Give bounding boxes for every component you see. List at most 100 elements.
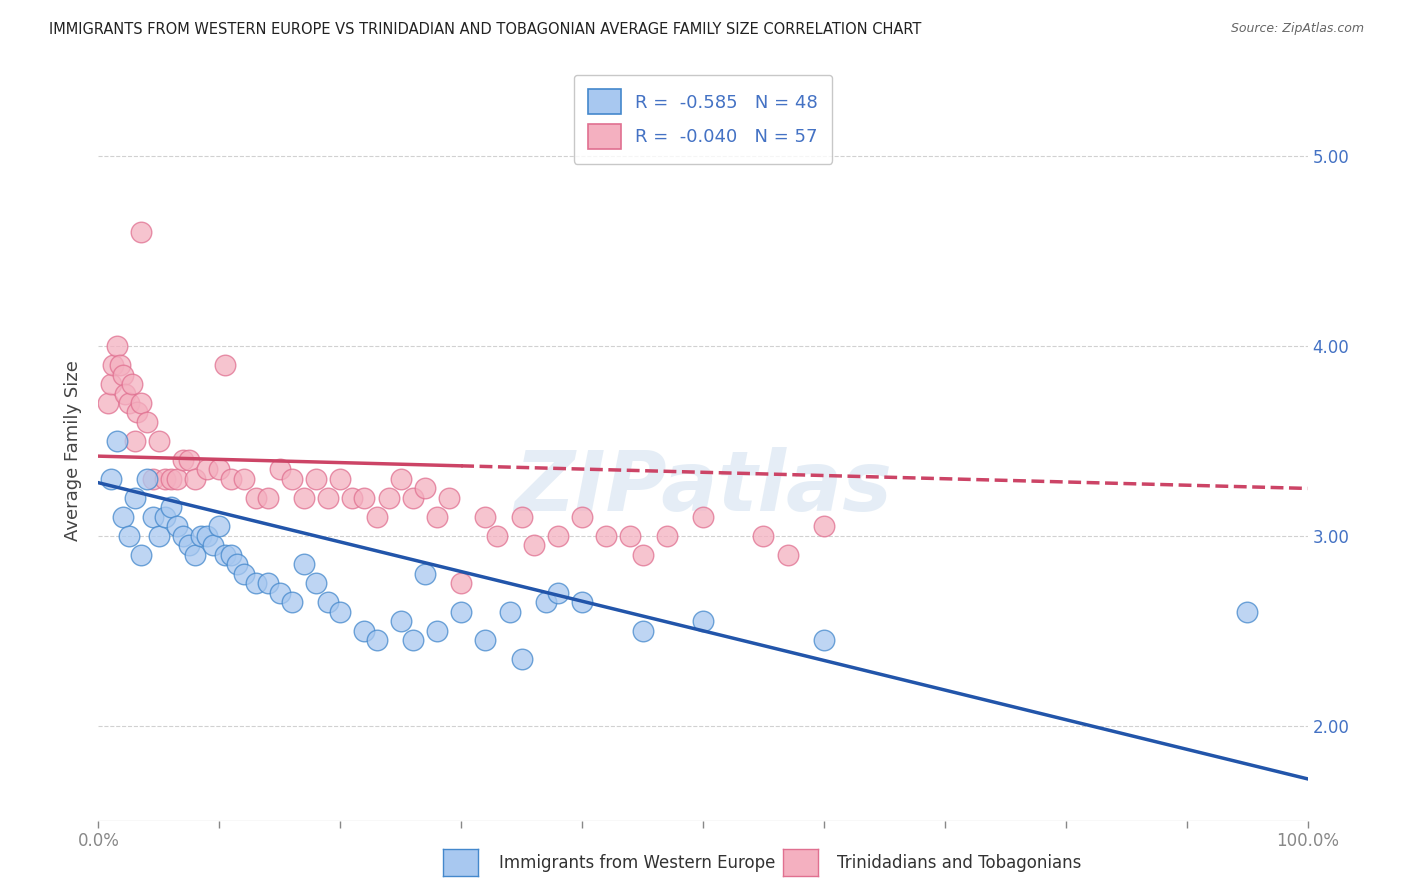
Point [269,586,291,600]
Point [523,538,546,552]
Point [366,509,388,524]
Point [486,529,509,543]
Text: ZIPatlas: ZIPatlas [515,447,891,528]
Text: Immigrants from Western Europe: Immigrants from Western Europe [499,855,776,872]
Point [1236,605,1258,619]
Point [179,538,201,552]
Point [135,472,157,486]
Point [450,605,472,619]
Point [142,509,165,524]
Point [124,491,146,505]
Point [413,566,436,581]
Point [121,377,143,392]
Point [329,605,352,619]
Point [426,624,449,638]
Point [498,605,520,619]
Point [184,548,207,562]
Point [105,434,128,448]
Point [389,615,412,629]
Point [619,529,641,543]
Point [281,472,304,486]
Text: Trinidadians and Tobagonians: Trinidadians and Tobagonians [837,855,1081,872]
Point [190,529,212,543]
Point [571,595,593,609]
Point [474,509,496,524]
Point [118,529,141,543]
Point [100,377,122,392]
Point [269,462,291,476]
Point [148,434,170,448]
Point [353,624,375,638]
Point [437,491,460,505]
Text: Source: ZipAtlas.com: Source: ZipAtlas.com [1230,22,1364,36]
Point [208,519,231,533]
Point [571,509,593,524]
Point [595,529,617,543]
Point [245,491,267,505]
Point [179,453,201,467]
Point [153,509,176,524]
Point [547,586,569,600]
Point [166,519,188,533]
Point [111,368,134,382]
Point [195,462,218,476]
Point [129,225,152,239]
Point [402,633,425,648]
Point [100,472,122,486]
Point [148,529,170,543]
Y-axis label: Average Family Size: Average Family Size [65,360,83,541]
Point [534,595,557,609]
Point [292,558,315,572]
Point [256,491,278,505]
Point [108,358,131,372]
Point [172,453,194,467]
Point [105,339,128,353]
Point [111,509,134,524]
Point [510,652,533,666]
Point [172,529,194,543]
Point [221,548,243,562]
Point [329,472,352,486]
Point [342,491,364,505]
Text: IMMIGRANTS FROM WESTERN EUROPE VS TRINIDADIAN AND TOBAGONIAN AVERAGE FAMILY SIZE: IMMIGRANTS FROM WESTERN EUROPE VS TRINID… [49,22,921,37]
Point [655,529,678,543]
Point [202,538,225,552]
Point [160,472,183,486]
Point [377,491,399,505]
Point [692,509,714,524]
Point [366,633,388,648]
Point [752,529,775,543]
Point [813,633,835,648]
Point [135,415,157,429]
Point [450,576,472,591]
Point [402,491,425,505]
Point [184,472,207,486]
Point [114,386,136,401]
Point [101,358,124,372]
Point [305,472,328,486]
Point [214,548,236,562]
Point [316,491,339,505]
Point [413,482,436,496]
Legend: R =  -0.585   N = 48, R =  -0.040   N = 57: R = -0.585 N = 48, R = -0.040 N = 57 [574,75,832,163]
Point [226,558,249,572]
Point [232,566,254,581]
Point [305,576,328,591]
Point [127,405,149,419]
Point [474,633,496,648]
Point [353,491,375,505]
Point [97,396,120,410]
Point [195,529,218,543]
Point [426,509,449,524]
Point [631,624,654,638]
Point [232,472,254,486]
Point [124,434,146,448]
Point [776,548,799,562]
Point [118,396,141,410]
Point [292,491,315,505]
Point [631,548,654,562]
Point [547,529,569,543]
Point [256,576,278,591]
Point [214,358,236,372]
Point [221,472,243,486]
